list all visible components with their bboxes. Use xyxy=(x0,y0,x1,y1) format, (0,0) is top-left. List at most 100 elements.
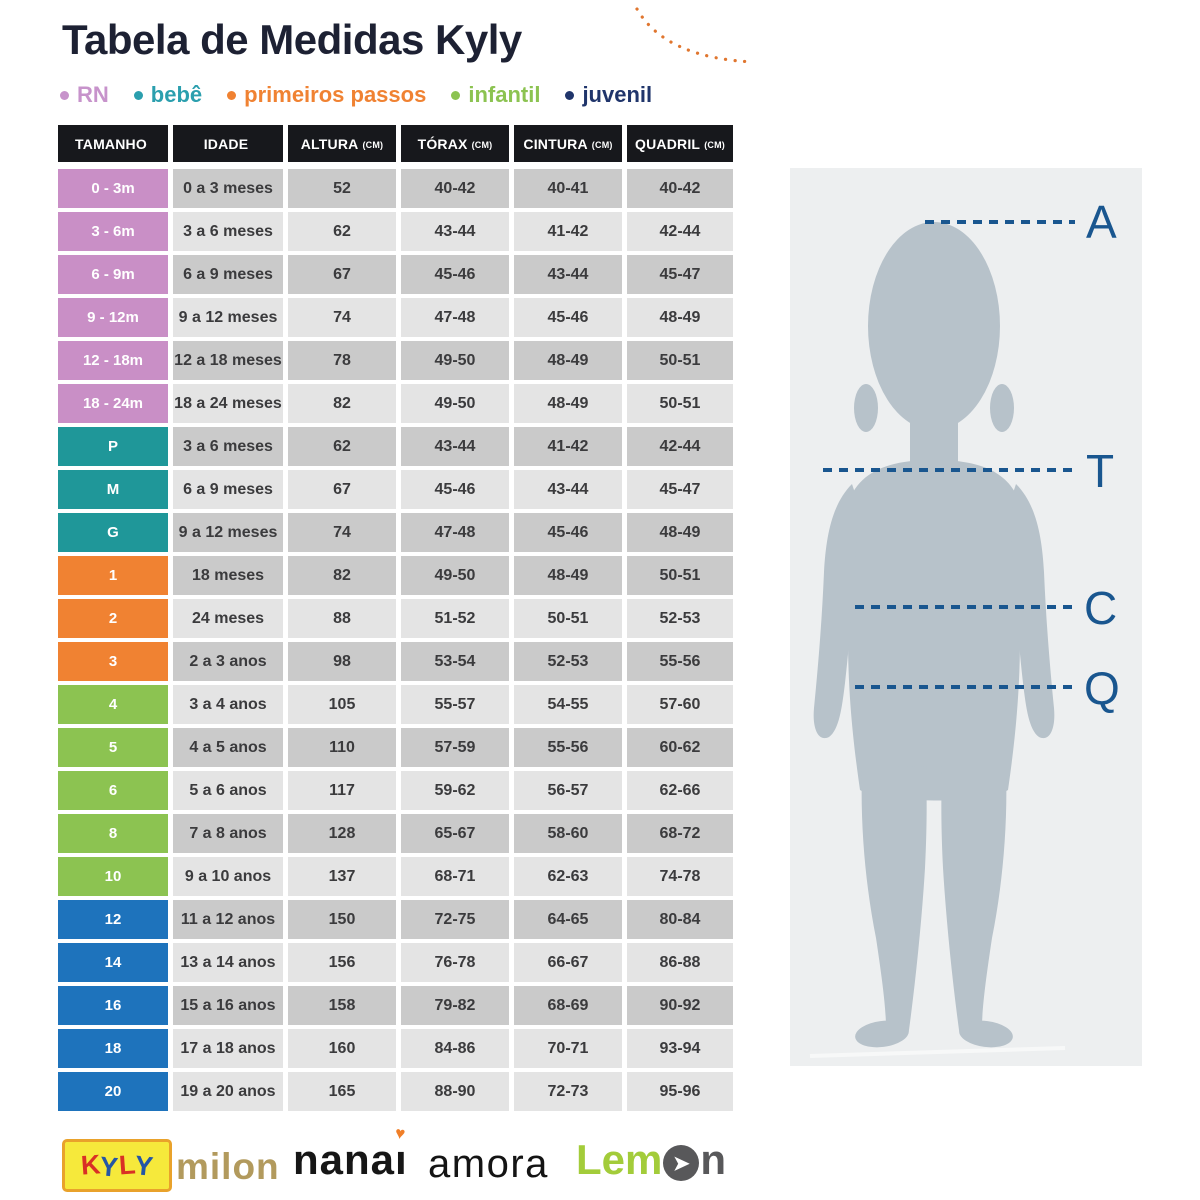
cintura-cell: 52-53 xyxy=(514,642,622,681)
size-cell: 12 - 18m xyxy=(58,341,168,380)
cintura-cell: 48-49 xyxy=(514,556,622,595)
legend-item: infantil xyxy=(451,82,540,108)
quadril-cell: 57-60 xyxy=(627,685,733,724)
idade-cell: 13 a 14 anos xyxy=(173,943,283,982)
nanai-logo: nanaı ♥ xyxy=(293,1123,408,1184)
torax-cell: 59-62 xyxy=(401,771,509,810)
size-cell: P xyxy=(58,427,168,466)
altura-cell: 165 xyxy=(288,1072,396,1111)
idade-cell: 19 a 20 anos xyxy=(173,1072,283,1111)
altura-cell: 160 xyxy=(288,1029,396,1068)
cintura-cell: 54-55 xyxy=(514,685,622,724)
col-header-tamanho: TAMANHO xyxy=(58,125,168,162)
amora-logo: amora xyxy=(428,1142,549,1186)
altura-cell: 88 xyxy=(288,599,396,638)
idade-cell: 9 a 12 meses xyxy=(173,513,283,552)
torax-cell: 72-75 xyxy=(401,900,509,939)
cintura-cell: 48-49 xyxy=(514,384,622,423)
cintura-label: C xyxy=(1084,582,1117,634)
quadril-cell: 55-56 xyxy=(627,642,733,681)
quadril-cell: 80-84 xyxy=(627,900,733,939)
quadril-cell: 42-44 xyxy=(627,212,733,251)
quadril-cell: 90-92 xyxy=(627,986,733,1025)
quadril-cell: 48-49 xyxy=(627,513,733,552)
size-cell: 10 xyxy=(58,857,168,896)
quadril-cell: 42-44 xyxy=(627,427,733,466)
cintura-cell: 72-73 xyxy=(514,1072,622,1111)
torax-cell: 47-48 xyxy=(401,298,509,337)
cintura-cell: 50-51 xyxy=(514,599,622,638)
idade-cell: 3 a 6 meses xyxy=(173,427,283,466)
altura-cell: 128 xyxy=(288,814,396,853)
quadril-cell: 60-62 xyxy=(627,728,733,767)
quadril-cell: 62-66 xyxy=(627,771,733,810)
quadril-cell: 50-51 xyxy=(627,384,733,423)
size-cell: 1 xyxy=(58,556,168,595)
size-cell: G xyxy=(58,513,168,552)
idade-cell: 9 a 10 anos xyxy=(173,857,283,896)
size-cell: 2 xyxy=(58,599,168,638)
altura-cell: 158 xyxy=(288,986,396,1025)
quadril-cell: 40-42 xyxy=(627,169,733,208)
cintura-cell: 41-42 xyxy=(514,427,622,466)
altura-cell: 117 xyxy=(288,771,396,810)
cintura-cell: 45-46 xyxy=(514,513,622,552)
torax-cell: 49-50 xyxy=(401,384,509,423)
idade-cell: 17 a 18 anos xyxy=(173,1029,283,1068)
torax-cell: 40-42 xyxy=(401,169,509,208)
idade-cell: 7 a 8 anos xyxy=(173,814,283,853)
torax-cell: 84-86 xyxy=(401,1029,509,1068)
size-cell: 9 - 12m xyxy=(58,298,168,337)
col-header-idade: IDADE xyxy=(173,125,283,162)
altura-cell: 74 xyxy=(288,513,396,552)
quadril-label: Q xyxy=(1084,662,1120,714)
altura-cell: 156 xyxy=(288,943,396,982)
altura-cell: 74 xyxy=(288,298,396,337)
cintura-cell: 43-44 xyxy=(514,470,622,509)
torax-cell: 43-44 xyxy=(401,212,509,251)
idade-cell: 18 a 24 meses xyxy=(173,384,283,423)
size-cell: 18 xyxy=(58,1029,168,1068)
size-cell: 0 - 3m xyxy=(58,169,168,208)
torax-cell: 49-50 xyxy=(401,556,509,595)
size-cell: 3 - 6m xyxy=(58,212,168,251)
size-table: TAMANHO IDADE ALTURA (CM) TÓRAX (CM) CINTU… xyxy=(58,125,733,1111)
kyly-letter: Y xyxy=(99,1151,120,1183)
col-header-torax: TÓRAX (CM) xyxy=(401,125,509,162)
quadril-cell: 95-96 xyxy=(627,1072,733,1111)
torax-cell: 55-57 xyxy=(401,685,509,724)
torax-cell: 88-90 xyxy=(401,1072,509,1111)
cintura-cell: 62-63 xyxy=(514,857,622,896)
page-title: Tabela de Medidas Kyly xyxy=(62,16,522,63)
torax-cell: 45-46 xyxy=(401,255,509,294)
idade-cell: 6 a 9 meses xyxy=(173,470,283,509)
quadril-cell: 48-49 xyxy=(627,298,733,337)
torax-cell: 79-82 xyxy=(401,986,509,1025)
quadril-cell: 45-47 xyxy=(627,470,733,509)
legend-label: bebê xyxy=(150,82,203,107)
size-cell: M xyxy=(58,470,168,509)
quadril-cell: 50-51 xyxy=(627,341,733,380)
nanai-text: nanaı xyxy=(293,1136,408,1183)
kyly-letter: Y xyxy=(133,1150,155,1182)
category-legend: RN bebê primeiros passos infantil juveni… xyxy=(60,82,652,108)
lemon-text-green: Lem xyxy=(576,1136,663,1183)
child-silhouette-diagram: A T C Q xyxy=(809,196,1120,1058)
size-cell: 8 xyxy=(58,814,168,853)
cintura-cell: 70-71 xyxy=(514,1029,622,1068)
size-cell: 6 - 9m xyxy=(58,255,168,294)
cintura-cell: 41-42 xyxy=(514,212,622,251)
size-cell: 20 xyxy=(58,1072,168,1111)
torax-cell: 57-59 xyxy=(401,728,509,767)
legend-dot-icon xyxy=(227,90,237,100)
idade-cell: 9 a 12 meses xyxy=(173,298,283,337)
torax-cell: 53-54 xyxy=(401,642,509,681)
altura-cell: 62 xyxy=(288,212,396,251)
altura-cell: 67 xyxy=(288,255,396,294)
dotted-arc-decoration xyxy=(635,7,756,64)
legend-dot-icon xyxy=(451,90,461,100)
cintura-cell: 43-44 xyxy=(514,255,622,294)
altura-cell: 82 xyxy=(288,556,396,595)
size-cell: 18 - 24m xyxy=(58,384,168,423)
altura-cell: 62 xyxy=(288,427,396,466)
